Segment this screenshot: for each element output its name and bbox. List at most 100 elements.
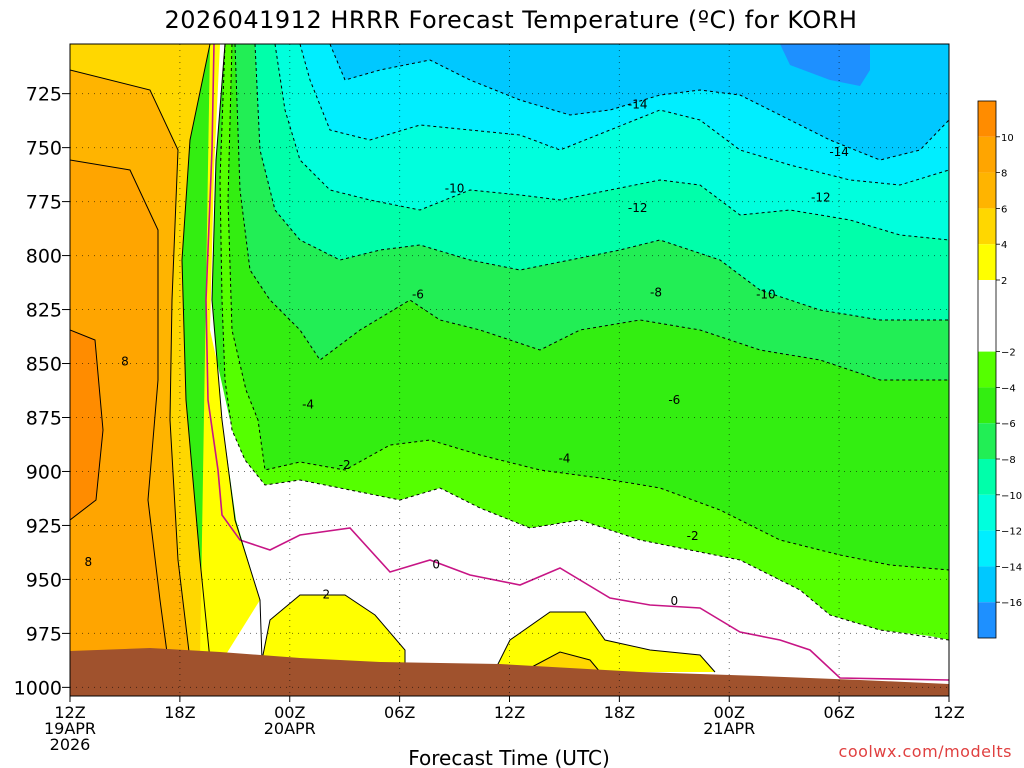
y-tick-label: 850 (26, 354, 62, 376)
positive-isotherms (70, 44, 716, 673)
isotherm-2 (211, 44, 263, 661)
contour-label: -6 (412, 287, 424, 301)
colorbar-tick-label: 2 (1001, 276, 1007, 287)
isotherm-minus-10 (274, 44, 949, 241)
band-minus-2-to-minus-4 (220, 44, 949, 640)
colorbar-tick-label: −14 (1001, 562, 1022, 573)
x-tick-label: 12Z (54, 703, 85, 722)
y-tick-label: 775 (26, 192, 62, 214)
contour-label: 2 (323, 588, 331, 602)
y-axis: 725 750 775 800 825 850 875 900 925 950 975 1000 (14, 84, 70, 699)
x-tick-label: 2026 (50, 735, 91, 754)
ground-terrain (70, 648, 949, 696)
isotherm-4 (181, 44, 211, 661)
x-tick-label: 19APR (44, 719, 96, 738)
x-tick-label: 20APR (264, 719, 316, 738)
contour-label: -4 (302, 398, 314, 412)
isotherm-2-lower-afternoon (261, 594, 406, 665)
colorbar-bin (978, 351, 996, 388)
colorbar-bin (978, 423, 996, 459)
y-tick-label: 875 (26, 407, 62, 429)
colorbar-bin (978, 208, 996, 245)
colorbar-tick-label: −16 (1001, 598, 1022, 609)
contour-label: -12 (628, 201, 648, 215)
isotherm-minus-12 (299, 44, 949, 186)
band-minus-16-to-minus-18 (780, 44, 870, 86)
colorbar-bin (978, 566, 996, 603)
band-minus-2-to-2 (200, 44, 949, 696)
x-axis-label: Forecast Time (UTC) (408, 746, 610, 768)
colorbar-bin (978, 530, 996, 567)
isotherm-4-lower-second-day (529, 651, 601, 673)
y-tick-label: 750 (26, 138, 62, 160)
contour-label: -12 (811, 190, 831, 204)
colorbar-frame (977, 100, 997, 639)
colorbar-bin (978, 101, 996, 137)
chart-title: 2026041912 HRRR Forecast Temperature (ºC… (165, 6, 858, 34)
x-tick-label: 12Z (494, 703, 525, 722)
colorbar-tick-label: 4 (1001, 240, 1007, 251)
x-tick-label: 06Z (823, 703, 854, 722)
colorbar-bin (978, 280, 996, 352)
contour-label: -10 (445, 182, 465, 196)
colorbar-tick-label: 8 (1001, 169, 1007, 180)
contour-label: -8 (650, 285, 662, 299)
y-tick-label: 925 (26, 515, 62, 537)
contour-label: -6 (668, 393, 680, 407)
contour-labels: 8 8 -2 2 -4 -6 -10 0 -4 -6 -8 -12 -14 -2 0 -10 -12 -14 (84, 97, 848, 608)
x-tick-label: 12Z (933, 703, 964, 722)
band-2-to-4-lower-afternoon (262, 595, 405, 665)
isotherm-2-lower-second-day (495, 611, 716, 673)
isotherm-minus-8 (254, 44, 949, 321)
freezing-line (205, 44, 949, 681)
band-8-to-10 (70, 160, 168, 660)
negative-isotherms (219, 44, 949, 641)
y-tick-label: 900 (26, 461, 62, 483)
contour-label: -14 (628, 97, 648, 111)
y-tick-label: 825 (26, 300, 62, 322)
band-10-to-12 (70, 330, 103, 520)
x-tick-label: 18Z (604, 703, 635, 722)
contour-label: -4 (558, 452, 570, 466)
y-tick-label: 950 (26, 569, 62, 591)
isotherm-10 (70, 329, 104, 521)
x-tick-label: 00Z (274, 703, 305, 722)
band-minus-14-to-minus-16 (330, 44, 949, 160)
isotherm-8 (70, 159, 169, 661)
colorbar-tick-label: −10 (1001, 491, 1022, 502)
contour-label: -2 (687, 529, 699, 543)
colorbar-tick-label: −8 (1001, 455, 1016, 466)
isotherm-minus-2 (219, 44, 949, 641)
contour-label: 8 (121, 354, 129, 368)
x-tick-label: 06Z (384, 703, 415, 722)
contour-label: -2 (339, 458, 351, 472)
colorbar-bin (978, 244, 996, 280)
colorbar-bin (978, 459, 996, 495)
isotherm-6 (70, 69, 191, 661)
x-tick-label: 18Z (164, 703, 195, 722)
colorbar-tick-label: −6 (1001, 419, 1016, 430)
colorbar-bin (978, 494, 996, 531)
grid (70, 44, 949, 696)
y-tick-label: 725 (26, 84, 62, 106)
contour-label: 8 (84, 555, 92, 569)
colorbar-bin (978, 136, 996, 173)
colorbar-tick-label: −12 (1001, 527, 1022, 538)
colorbar-tick-label: 10 (1001, 133, 1014, 144)
x-tick-label: 00Z (714, 703, 745, 722)
band-2-to-4 (200, 44, 260, 660)
contour-label: 0 (670, 594, 678, 608)
colorbar-tick-label: 6 (1001, 204, 1007, 215)
colorbar: 10 8 6 4 2 −2 −4 −6 −8 −10 −12 −14 −16 (977, 100, 1022, 639)
colorbar-tick-label: −4 (1001, 383, 1016, 394)
plot-area: 8 8 -2 2 -4 -6 -10 0 -4 -6 -8 -12 -14 -2 0 -10 -12 -14 (70, 44, 949, 696)
isotherm-minus-6 (234, 44, 949, 381)
y-tick-label: 1000 (14, 677, 62, 699)
colorbar-bin (978, 602, 996, 638)
colorbar-bin (978, 172, 996, 209)
contour-label: -14 (829, 145, 849, 159)
contour-label: 0 (432, 557, 440, 571)
y-tick-label: 800 (26, 246, 62, 268)
